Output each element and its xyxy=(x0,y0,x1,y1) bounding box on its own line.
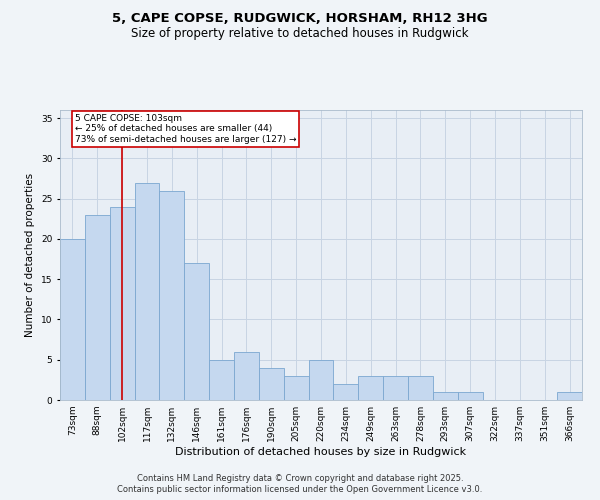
Bar xyxy=(134,182,160,400)
Bar xyxy=(557,392,582,400)
Bar xyxy=(160,190,184,400)
Text: Size of property relative to detached houses in Rudgwick: Size of property relative to detached ho… xyxy=(131,28,469,40)
X-axis label: Distribution of detached houses by size in Rudgwick: Distribution of detached houses by size … xyxy=(175,447,467,457)
Bar xyxy=(184,263,209,400)
Y-axis label: Number of detached properties: Number of detached properties xyxy=(25,173,35,337)
Bar xyxy=(234,352,259,400)
Text: Contains HM Land Registry data © Crown copyright and database right 2025.
Contai: Contains HM Land Registry data © Crown c… xyxy=(118,474,482,494)
Text: 5 CAPE COPSE: 103sqm
← 25% of detached houses are smaller (44)
73% of semi-detac: 5 CAPE COPSE: 103sqm ← 25% of detached h… xyxy=(75,114,296,144)
Bar xyxy=(85,214,110,400)
Bar xyxy=(209,360,234,400)
Bar xyxy=(383,376,408,400)
Bar xyxy=(110,206,134,400)
Bar xyxy=(334,384,358,400)
Bar xyxy=(433,392,458,400)
Bar xyxy=(259,368,284,400)
Bar xyxy=(358,376,383,400)
Text: 5, CAPE COPSE, RUDGWICK, HORSHAM, RH12 3HG: 5, CAPE COPSE, RUDGWICK, HORSHAM, RH12 3… xyxy=(112,12,488,26)
Bar xyxy=(308,360,334,400)
Bar xyxy=(60,239,85,400)
Bar xyxy=(284,376,308,400)
Bar xyxy=(458,392,482,400)
Bar xyxy=(408,376,433,400)
